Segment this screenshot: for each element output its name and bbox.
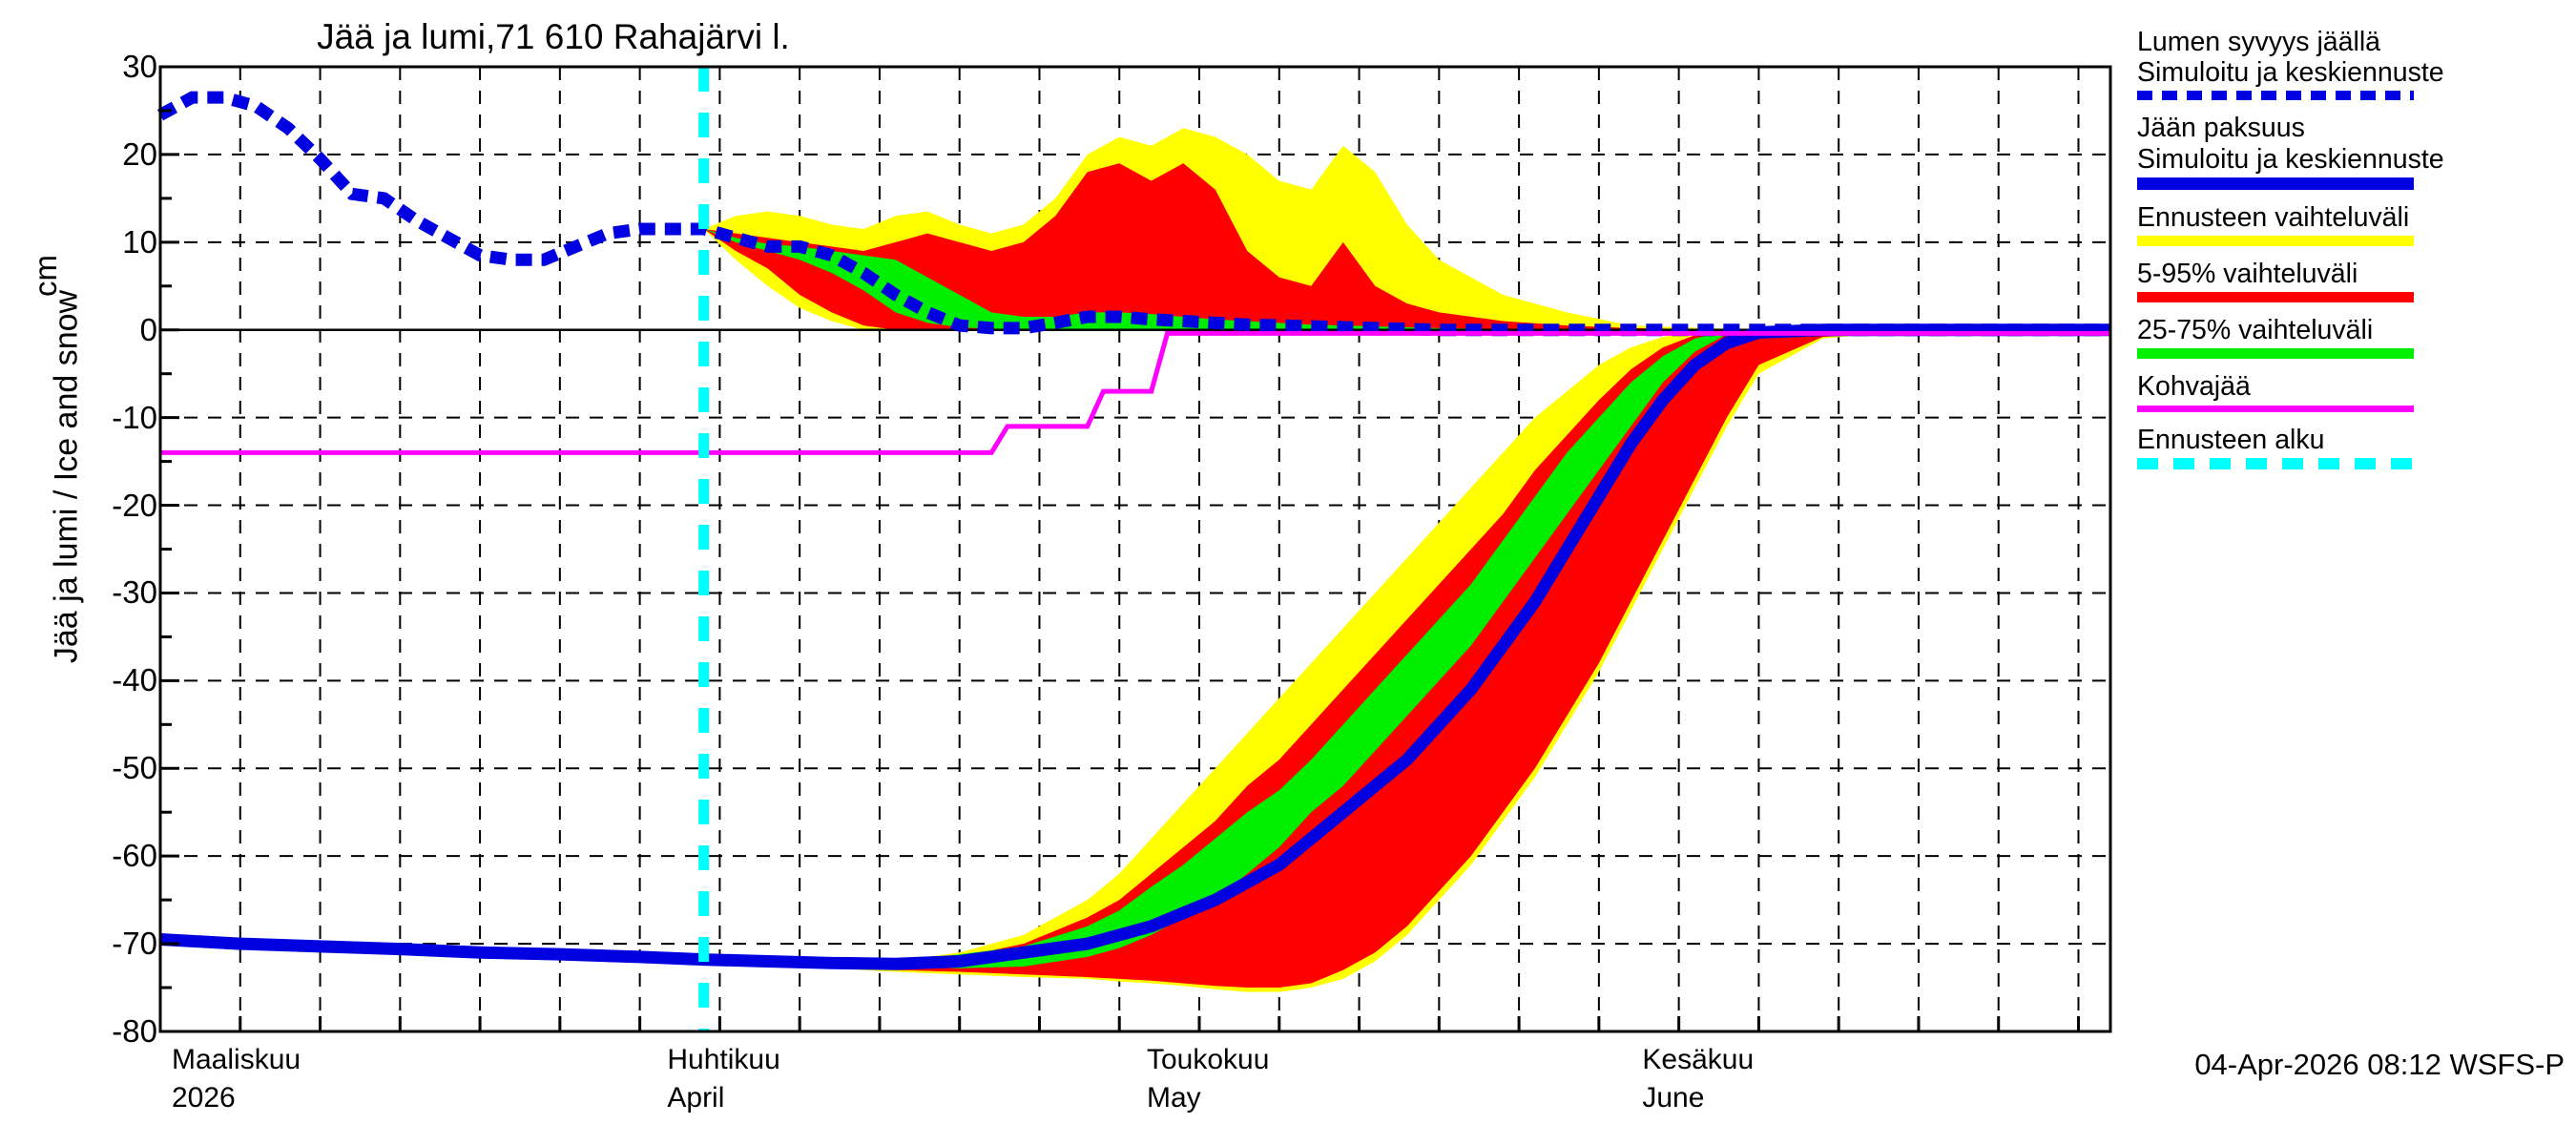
legend-item[interactable]: Ennusteen alku	[2137, 425, 2576, 469]
x-tick-label: Toukokuu May	[1147, 1044, 1269, 1114]
legend-item-label: Ennusteen alku	[2137, 424, 2325, 455]
legend-item-label: Ennusteen vaihteluväli	[2137, 201, 2410, 233]
legend-item-label: 5-95% vaihteluväli	[2137, 259, 2358, 290]
x-tick-label: Kesäkuu June	[1642, 1044, 1754, 1114]
x-tick-label-en: June	[1642, 1082, 1705, 1114]
x-tick-label: Maaliskuu 2026	[172, 1044, 301, 1114]
x-tick-label-en: 2026	[172, 1082, 236, 1114]
legend-item-label: Jään paksuus	[2137, 113, 2305, 144]
legend-swatch-green	[2137, 348, 2414, 360]
x-tick-label: Huhtikuu April	[667, 1044, 779, 1114]
legend-item-label: Lumen syvyys jäällä	[2137, 27, 2381, 57]
legend-item-sublabel: Simuloitu ja keskiennuste	[2137, 143, 2444, 175]
y-tick-label: -70	[112, 926, 157, 962]
y-axis-tick-labels: 30 20 10 0 -10 -20 -30 -40 -50 -60 -70 -80	[0, 0, 157, 1145]
legend-swatch-red	[2137, 292, 2414, 303]
legend-swatch-dash-blue	[2137, 91, 2414, 101]
x-tick-label-en: May	[1147, 1082, 1201, 1114]
y-tick-label: -30	[112, 574, 157, 611]
legend: Lumen syvyys jäällä Simuloitu ja keskienn…	[2137, 27, 2576, 482]
y-tick-label: -60	[112, 838, 157, 874]
x-tick-label-fi: Maaliskuu	[172, 1044, 301, 1075]
y-tick-label: -80	[112, 1013, 157, 1049]
y-tick-label: 20	[122, 135, 157, 172]
legend-item-label: Kohvajää	[2137, 371, 2251, 403]
x-tick-label-fi: Huhtikuu	[667, 1044, 780, 1075]
legend-swatch-solid-blue	[2137, 177, 2414, 190]
page-title: Jää ja lumi,71 610 Rahajärvi l.	[317, 17, 790, 56]
legend-item-sublabel: Simuloitu ja keskiennuste	[2137, 57, 2444, 89]
kohvajaa-line	[160, 330, 2110, 455]
legend-item-label: 25-75% vaihteluväli	[2137, 315, 2374, 346]
snow-depth-line	[156, 91, 2110, 337]
y-tick-label: 0	[139, 311, 157, 347]
ice-thickness-line	[159, 323, 2110, 970]
legend-swatch-cyan	[2137, 457, 2414, 469]
x-tick-label-fi: Kesäkuu	[1642, 1044, 1755, 1075]
y-tick-label: -20	[112, 487, 157, 523]
legend-item[interactable]: 5-95% vaihteluväli	[2137, 259, 2576, 303]
legend-swatch-magenta	[2137, 405, 2414, 412]
legend-item[interactable]: Lumen syvyys jäällä Simuloitu ja keskienn…	[2137, 27, 2576, 101]
y-tick-label: 30	[122, 49, 157, 84]
legend-item[interactable]: 25-75% vaihteluväli	[2137, 315, 2576, 360]
legend-item[interactable]: Jään paksuus Simuloitu ja keskiennuste	[2137, 113, 2576, 190]
forecast-band	[703, 163, 2110, 330]
legend-swatch-yellow	[2137, 236, 2414, 247]
legend-item[interactable]: Kohvajää	[2137, 371, 2576, 412]
y-tick-label: -50	[112, 750, 157, 786]
y-tick-label: 10	[122, 223, 157, 260]
y-tick-label: -40	[112, 662, 157, 698]
y-tick-label: -10	[112, 399, 157, 435]
x-tick-label-en: April	[667, 1082, 725, 1114]
legend-item[interactable]: Ennusteen vaihteluväli	[2137, 201, 2576, 247]
footer-timestamp: 04-Apr-2026 08:12 WSFS-P	[2194, 1048, 2565, 1081]
x-tick-label-fi: Toukokuu	[1147, 1044, 1270, 1075]
